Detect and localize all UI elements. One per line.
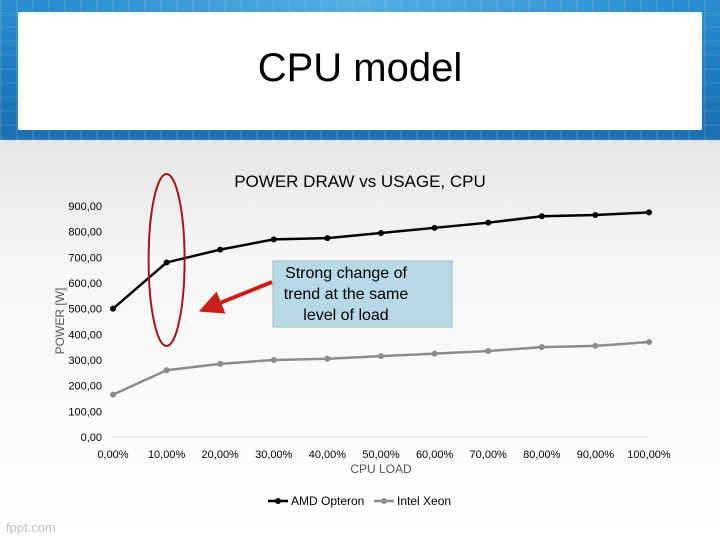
- y-tick-label: 500,00: [68, 304, 102, 316]
- slide-title: CPU model: [257, 46, 463, 90]
- legend-label: AMD Opteron: [291, 494, 364, 508]
- chart: POWER DRAW vs USAGE, CPU 0,00 100,00 200,00…: [53, 172, 671, 508]
- data-point: [592, 342, 599, 349]
- y-tick-label: 0,00: [81, 432, 102, 444]
- title-card: [18, 12, 702, 130]
- x-axis-label: CPU LOAD: [350, 462, 412, 476]
- data-point: [378, 229, 384, 236]
- data-point: [163, 367, 170, 374]
- data-point: [538, 213, 545, 220]
- data-point: [270, 357, 277, 363]
- series-line: [112, 340, 650, 396]
- data-point: [538, 344, 545, 351]
- legend-marker: [381, 498, 387, 504]
- legend-marker: [275, 498, 281, 504]
- data-point: [646, 339, 652, 346]
- x-tick-label: 100,00%: [627, 449, 671, 461]
- data-point: [163, 259, 170, 266]
- x-tick-label: 50,00%: [362, 449, 400, 461]
- annotation-text: Strong change of: [285, 265, 407, 282]
- x-tick-label: 70,00%: [470, 449, 508, 461]
- y-tick-label: 700,00: [68, 252, 102, 264]
- y-tick-label: 600,00: [68, 278, 102, 290]
- data-point: [324, 235, 331, 242]
- y-tick-label: 800,00: [68, 227, 102, 239]
- header-banner: CPU model: [0, 0, 720, 140]
- data-point: [324, 355, 331, 362]
- x-tick-label: 10,00%: [148, 449, 186, 461]
- y-tick-label: 900,00: [68, 201, 102, 213]
- data-point: [592, 211, 599, 218]
- y-axis-label: POWER [W]: [53, 288, 67, 355]
- data-point: [217, 246, 224, 253]
- annotation-box: [272, 260, 453, 328]
- x-tick-label: 30,00%: [255, 449, 293, 461]
- x-tick-label: 40,00%: [309, 449, 347, 461]
- data-point: [217, 360, 224, 367]
- data-point: [485, 348, 492, 355]
- y-tick-label: 400,00: [68, 329, 102, 341]
- data-point: [431, 350, 438, 357]
- x-tick-label: 90,00%: [577, 449, 615, 461]
- watermark: fppt.com: [6, 520, 56, 535]
- x-tick-label: 80,00%: [523, 449, 561, 461]
- data-point: [378, 353, 384, 360]
- data-point: [485, 219, 492, 226]
- annotation-text: level of load: [303, 307, 388, 324]
- data-point: [110, 391, 116, 398]
- chart-title: POWER DRAW vs USAGE, CPU: [234, 172, 486, 191]
- chart-area: POWER DRAW vs USAGE, CPU 0,00 100,00 200,00…: [0, 140, 720, 540]
- data-point: [270, 236, 277, 243]
- x-tick-label: 0,00%: [97, 449, 128, 461]
- highlight-ellipse: [147, 173, 186, 347]
- y-tick-label: 200,00: [68, 381, 102, 393]
- y-tick-label: 300,00: [68, 355, 102, 367]
- data-point: [110, 305, 116, 312]
- y-tick-label: 100,00: [68, 406, 102, 418]
- data-point: [646, 209, 652, 216]
- annotation-text: trend at the same: [284, 286, 409, 303]
- x-tick-label: 20,00%: [202, 449, 240, 461]
- x-tick-label: 60,00%: [416, 449, 454, 461]
- annotation-arrow: [198, 280, 273, 314]
- legend-label: Intel Xeon: [397, 494, 451, 508]
- data-point: [431, 224, 438, 231]
